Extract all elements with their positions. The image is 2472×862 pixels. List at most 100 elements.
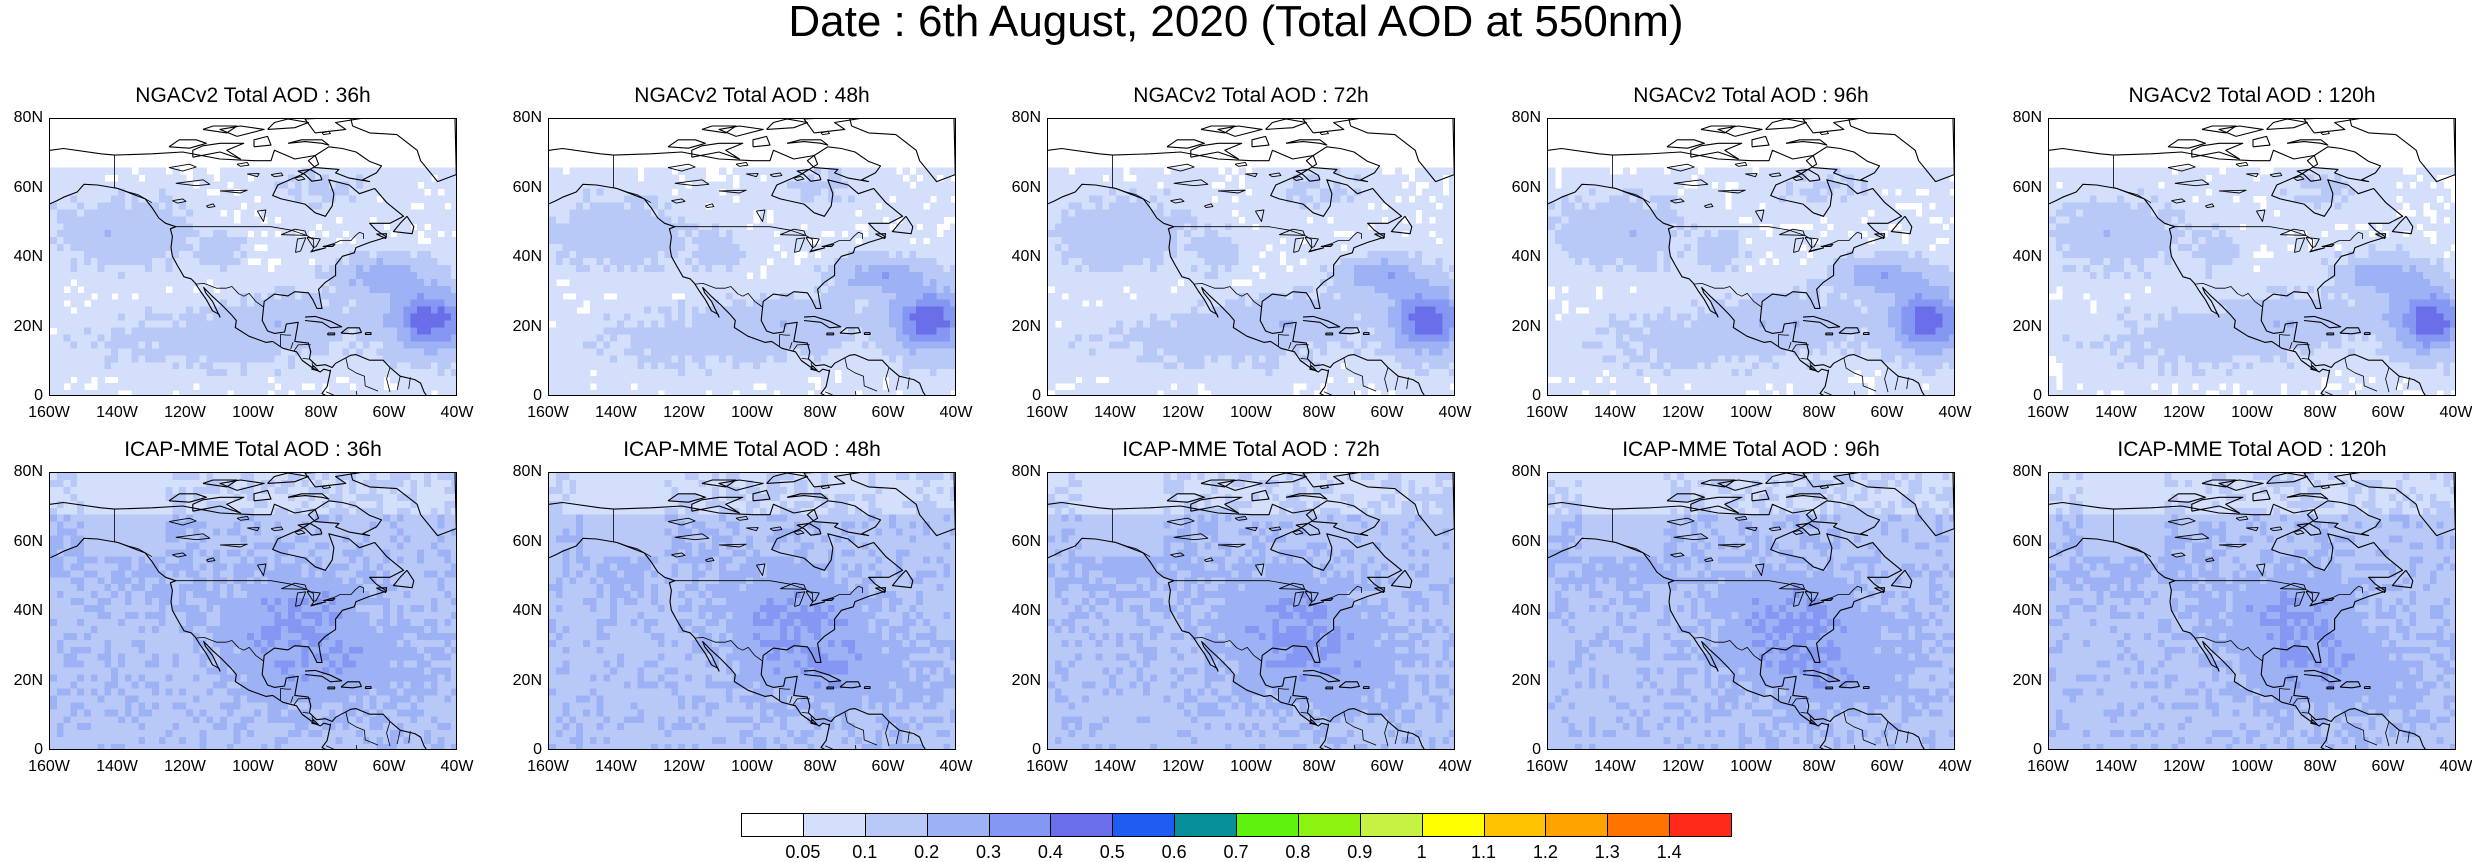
country-borders <box>1612 509 1909 749</box>
coastline <box>2049 473 2455 749</box>
lat-tick-label: 20N <box>0 672 43 690</box>
lon-tick-label: 160W <box>518 758 578 776</box>
lon-tick-label: 60W <box>1357 404 1417 422</box>
panel-title: NGACv2 Total AOD : 48h <box>528 84 976 108</box>
lon-tick-label: 120W <box>1653 404 1713 422</box>
map-ngac-panel <box>1047 118 1455 396</box>
lon-tick-label: 100W <box>223 758 283 776</box>
country-borders <box>613 155 910 395</box>
lon-tick-label: 60W <box>858 758 918 776</box>
lat-tick-label: 60N <box>1998 533 2042 551</box>
lon-tick-label: 40W <box>1425 404 1485 422</box>
lon-tick-label: 100W <box>1721 758 1781 776</box>
lon-tick-label: 120W <box>155 758 215 776</box>
lat-tick-label: 60N <box>997 179 1041 197</box>
lon-tick-label: 40W <box>1925 404 1985 422</box>
arctic-islands <box>671 130 830 209</box>
lat-tick-label: 0 <box>1497 387 1541 405</box>
aod-grid <box>1548 167 1954 395</box>
lat-tick-label: 40N <box>1998 602 2042 620</box>
lat-tick-label: 40N <box>997 248 1041 266</box>
arctic-islands <box>1670 130 1829 209</box>
lon-tick-label: 160W <box>19 758 79 776</box>
coastline <box>50 119 456 395</box>
lon-tick-label: 160W <box>2018 758 2078 776</box>
lakes <box>1666 517 1834 607</box>
panel-title: ICAP-MME Total AOD : 72h <box>1027 438 1475 462</box>
panel-title: ICAP-MME Total AOD : 96h <box>1527 438 1975 462</box>
lon-tick-label: 60W <box>1357 758 1417 776</box>
lat-tick-label: 40N <box>498 248 542 266</box>
lon-tick-label: 80W <box>1289 404 1349 422</box>
arctic-islands <box>2171 130 2330 209</box>
lon-tick-label: 80W <box>790 758 850 776</box>
lat-tick-label: 20N <box>997 672 1041 690</box>
lat-tick-label: 80N <box>997 463 1041 481</box>
colorbar-label: 0.2 <box>897 843 957 861</box>
aod-field <box>1548 473 1954 749</box>
arctic-islands <box>671 484 830 563</box>
lon-tick-label: 100W <box>1221 758 1281 776</box>
arctic-islands <box>1170 130 1329 209</box>
lon-tick-label: 40W <box>427 758 487 776</box>
coastline <box>1048 473 1454 749</box>
lon-tick-label: 80W <box>2290 404 2350 422</box>
panel-title: NGACv2 Total AOD : 36h <box>29 84 477 108</box>
coastline <box>1548 119 1954 395</box>
country-borders <box>1112 509 1409 749</box>
map-ngac-panel <box>49 118 457 396</box>
lon-tick-label: 120W <box>1653 758 1713 776</box>
lon-tick-label: 140W <box>1085 404 1145 422</box>
lon-tick-label: 80W <box>1789 758 1849 776</box>
panel-title: NGACv2 Total AOD : 120h <box>2028 84 2472 108</box>
lon-tick-label: 140W <box>1085 758 1145 776</box>
colorbar-box <box>1236 813 1299 837</box>
lon-tick-label: 60W <box>2358 758 2418 776</box>
coastline <box>2049 119 2455 395</box>
lon-tick-label: 100W <box>1221 404 1281 422</box>
colorbar-box <box>741 813 804 837</box>
arctic-islands <box>1670 484 1829 563</box>
aod-field <box>2049 119 2455 395</box>
lat-tick-label: 40N <box>0 602 43 620</box>
colorbar-box <box>1050 813 1114 837</box>
lat-tick-label: 80N <box>1497 109 1541 127</box>
country-borders <box>114 155 411 395</box>
figure-title: Date : 6th August, 2020 (Total AOD at 55… <box>0 0 2472 44</box>
colorbar-label: 1.4 <box>1639 843 1699 861</box>
lon-tick-label: 160W <box>19 404 79 422</box>
map-icap-panel <box>1547 472 1955 750</box>
aod-field <box>1048 473 1454 749</box>
lat-tick-label: 60N <box>0 179 43 197</box>
country-borders <box>114 509 411 749</box>
lon-tick-label: 120W <box>654 758 714 776</box>
lon-tick-label: 160W <box>518 404 578 422</box>
country-borders <box>1112 155 1409 395</box>
lon-tick-label: 120W <box>654 404 714 422</box>
map-ngac-panel <box>2048 118 2456 396</box>
coastline <box>549 473 955 749</box>
lon-tick-label: 100W <box>722 758 782 776</box>
colorbar-box <box>802 813 866 837</box>
lon-tick-label: 40W <box>1925 758 1985 776</box>
lat-tick-label: 0 <box>997 741 1041 759</box>
lat-tick-label: 80N <box>498 109 542 127</box>
aod-grid <box>2049 167 2455 395</box>
colorbar-label: 0.3 <box>959 843 1019 861</box>
colorbar-label: 0.8 <box>1268 843 1328 861</box>
lat-tick-label: 60N <box>0 533 43 551</box>
lat-tick-label: 40N <box>997 602 1041 620</box>
lon-tick-label: 160W <box>1017 404 1077 422</box>
colorbar-box <box>1483 813 1547 837</box>
aod-grid <box>549 167 955 395</box>
panel-title: ICAP-MME Total AOD : 36h <box>29 438 477 462</box>
lon-tick-label: 120W <box>2154 758 2214 776</box>
lon-tick-label: 160W <box>1517 404 1577 422</box>
colorbar-box <box>1607 813 1671 837</box>
lat-tick-label: 20N <box>1497 672 1541 690</box>
lat-tick-label: 0 <box>498 741 542 759</box>
panel-title: NGACv2 Total AOD : 96h <box>1527 84 1975 108</box>
lon-tick-label: 160W <box>1517 758 1577 776</box>
colorbar-label: 0.6 <box>1144 843 1204 861</box>
lon-tick-label: 80W <box>1789 404 1849 422</box>
